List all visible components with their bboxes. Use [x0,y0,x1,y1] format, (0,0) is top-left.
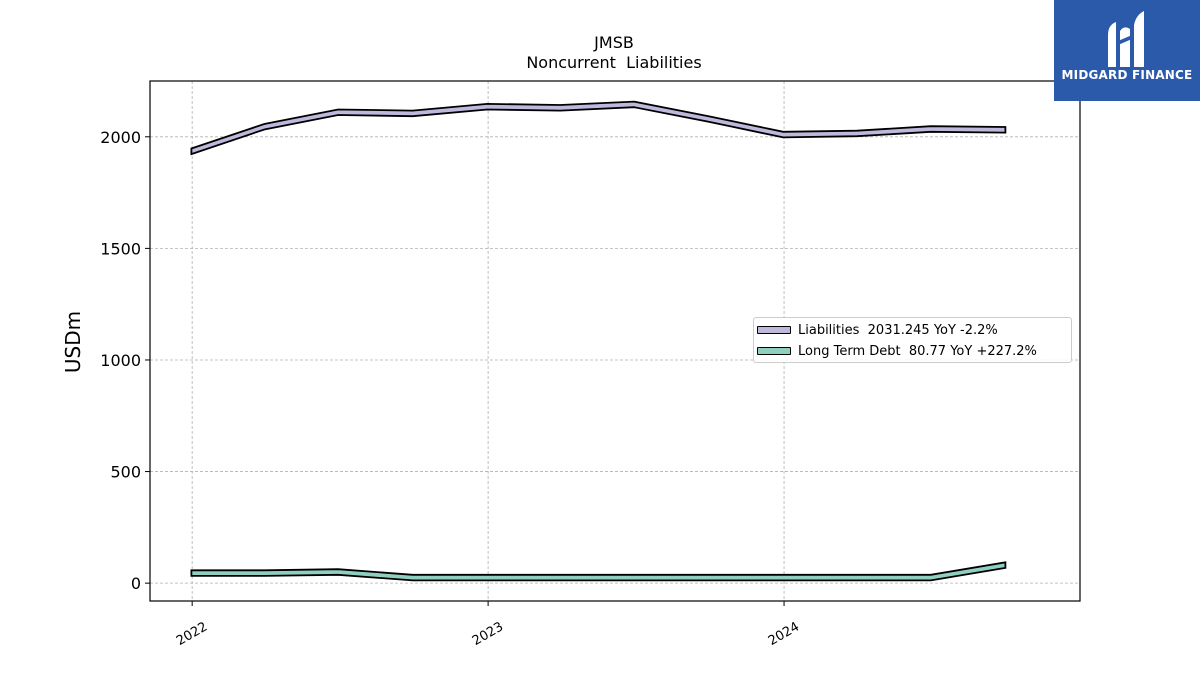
legend-item-liabilities: Liabilities 2031.245 YoY -2.2% [757,322,998,338]
grid [150,81,1080,601]
series-layer [190,100,1007,582]
x-tick-label: 2022 [174,619,210,649]
y-axis: 0 500 1000 1500 2000 [100,128,150,593]
chart-title: JMSB [593,33,634,52]
midgard-finance-logo: MIDGARD FINANCE [1054,0,1200,101]
chart-subtitle: Noncurrent Liabilities [526,53,701,72]
y-tick-label: 1500 [100,239,141,258]
y-tick-label: 500 [110,463,141,482]
legend: Liabilities 2031.245 YoY -2.2% Long Term… [753,317,1072,363]
y-tick-label: 2000 [100,128,141,147]
y-tick-label: 0 [131,574,141,593]
x-tick-label: 2024 [766,619,802,649]
legend-item-long-term-debt: Long Term Debt 80.77 YoY +227.2% [757,343,1037,359]
legend-swatch-liabilities [757,326,791,334]
series-band-long-term-debt [190,561,1007,582]
logo-mark-icon [1108,11,1144,67]
legend-label-long-term-debt: Long Term Debt 80.77 YoY +227.2% [798,343,1037,359]
x-tick-label: 2023 [470,619,506,649]
legend-swatch-long-term-debt [757,347,791,355]
y-tick-label: 1000 [100,351,141,370]
plot-frame [149,80,1081,602]
series-band-liabilities [190,100,1007,156]
logo-text: MIDGARD FINANCE [1061,68,1193,82]
legend-label-liabilities: Liabilities 2031.245 YoY -2.2% [798,322,998,338]
x-axis: 2022 2023 2024 [174,601,802,649]
y-axis-label: USDm [61,311,85,373]
